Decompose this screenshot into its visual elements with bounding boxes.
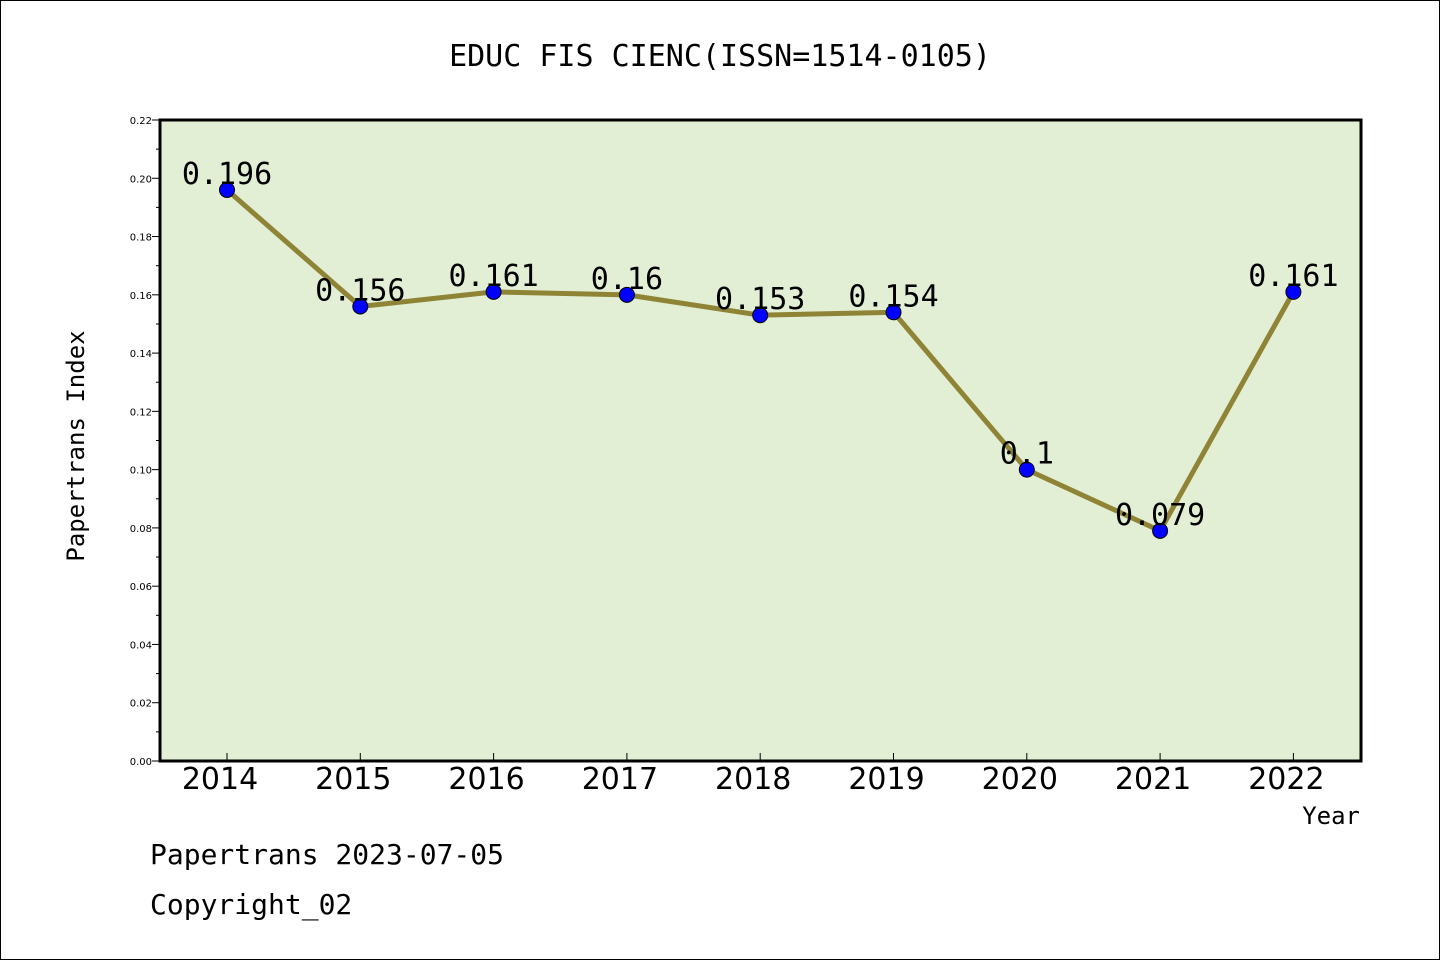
x-tick-label: 2015 [315, 762, 391, 797]
data-label: 0.1 [1000, 437, 1054, 472]
x-tick-label: 2022 [1248, 762, 1324, 797]
data-label: 0.156 [315, 273, 405, 308]
data-label: 0.153 [715, 282, 805, 317]
y-tick-label: 0.10 [130, 466, 152, 477]
y-tick-label: 0.00 [130, 757, 152, 768]
data-point-marker [752, 307, 769, 324]
data-point-marker [485, 283, 502, 300]
y-tick-label: 0.16 [130, 291, 152, 302]
data-label: 0.079 [1115, 498, 1205, 533]
footer-copyright: Copyright_02 [150, 888, 352, 922]
x-tick-label: 2016 [448, 762, 524, 797]
data-point-marker [885, 304, 902, 321]
data-point-marker [1152, 522, 1169, 539]
y-tick-label: 0.12 [130, 407, 152, 418]
data-points [219, 181, 1302, 539]
x-tick-label: 2014 [182, 762, 258, 797]
x-tick-label: 2020 [982, 762, 1058, 797]
y-tick-label: 0.22 [130, 116, 152, 127]
x-tick-label: 2021 [1115, 762, 1191, 797]
footer-date: Papertrans 2023-07-05 [150, 838, 504, 871]
x-tick-label: 2018 [715, 762, 791, 797]
x-tick-label: 2019 [848, 762, 924, 797]
x-tick-label: 2017 [582, 762, 658, 797]
data-point-marker [618, 286, 635, 303]
data-labels: 0.196 0.156 0.161 0.16 0.153 0.154 0.1 0.079 0.1… [182, 157, 1339, 533]
y-tick-label: 0.14 [130, 349, 152, 360]
y-axis-label: Papertrans Index [62, 330, 90, 561]
data-label: 0.196 [182, 157, 272, 192]
data-point-marker [1285, 283, 1302, 300]
y-tick-label: 0.02 [130, 699, 152, 710]
data-label: 0.154 [848, 279, 938, 314]
plot-area [158, 118, 1363, 763]
y-tick-label: 0.20 [130, 174, 152, 185]
y-tick-label: 0.06 [130, 582, 152, 593]
x-axis-label: Year [1302, 802, 1360, 830]
data-label: 0.161 [1248, 259, 1338, 294]
data-point-marker [219, 181, 235, 198]
y-tick-label: 0.18 [130, 233, 152, 244]
data-point-marker [352, 298, 369, 315]
data-label: 0.161 [448, 259, 538, 294]
chart-title: EDUC FIS CIENC(ISSN=1514-0105) [449, 39, 991, 74]
y-axis: 0.00 0.02 0.04 0.06 0.08 0.10 0.12 0.14 0.16 0.18… [130, 116, 160, 768]
y-tick-label: 0.04 [130, 640, 152, 651]
data-label: 0.16 [591, 262, 663, 297]
data-point-marker [1018, 461, 1035, 478]
y-tick-label: 0.08 [130, 524, 152, 535]
x-axis: 2014 2015 2016 2017 2018 2019 2020 2021 2022 [182, 753, 1325, 797]
